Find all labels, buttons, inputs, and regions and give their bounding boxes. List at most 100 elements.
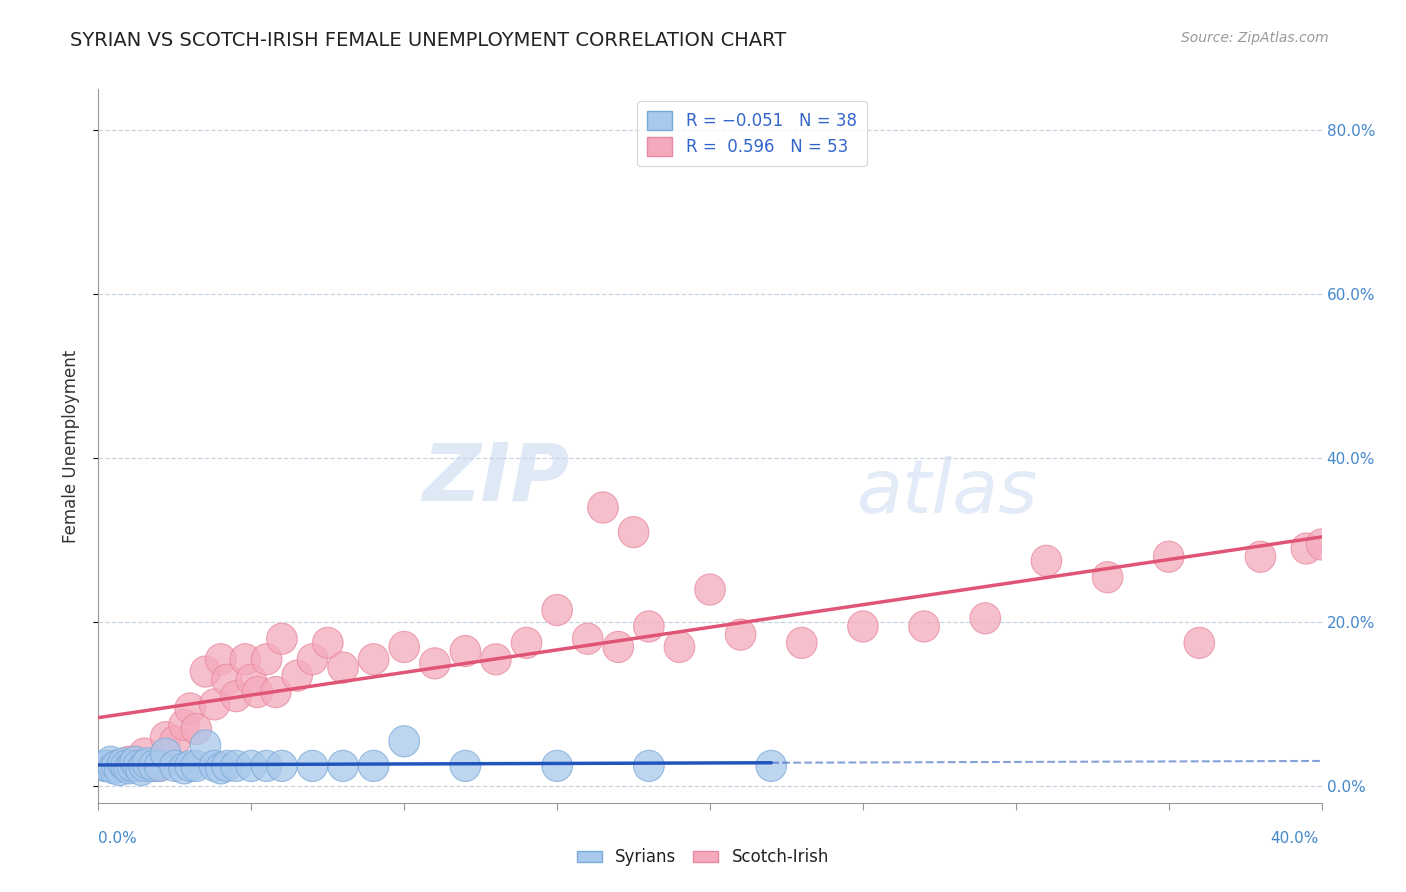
- Ellipse shape: [359, 750, 389, 781]
- Ellipse shape: [150, 738, 181, 769]
- Legend: Syrians, Scotch-Irish: Syrians, Scotch-Irish: [571, 842, 835, 873]
- Ellipse shape: [174, 750, 205, 781]
- Ellipse shape: [252, 750, 281, 781]
- Ellipse shape: [281, 660, 312, 691]
- Ellipse shape: [200, 689, 231, 720]
- Ellipse shape: [160, 726, 190, 757]
- Ellipse shape: [190, 656, 221, 687]
- Ellipse shape: [150, 722, 181, 753]
- Y-axis label: Female Unemployment: Female Unemployment: [62, 350, 80, 542]
- Ellipse shape: [98, 753, 129, 784]
- Ellipse shape: [181, 750, 211, 781]
- Text: atlas: atlas: [856, 457, 1038, 528]
- Ellipse shape: [312, 627, 343, 658]
- Ellipse shape: [419, 648, 450, 679]
- Ellipse shape: [695, 574, 725, 605]
- Ellipse shape: [970, 603, 1001, 634]
- Ellipse shape: [169, 753, 200, 784]
- Ellipse shape: [145, 750, 174, 781]
- Ellipse shape: [236, 750, 267, 781]
- Ellipse shape: [603, 632, 634, 663]
- Ellipse shape: [541, 750, 572, 781]
- Ellipse shape: [145, 750, 174, 781]
- Ellipse shape: [786, 627, 817, 658]
- Ellipse shape: [252, 644, 281, 675]
- Ellipse shape: [132, 747, 163, 779]
- Ellipse shape: [481, 644, 512, 675]
- Ellipse shape: [114, 753, 145, 784]
- Text: Source: ZipAtlas.com: Source: ZipAtlas.com: [1181, 31, 1329, 45]
- Ellipse shape: [450, 635, 481, 666]
- Ellipse shape: [1246, 541, 1275, 573]
- Ellipse shape: [211, 750, 242, 781]
- Ellipse shape: [101, 750, 132, 781]
- Ellipse shape: [129, 750, 160, 781]
- Ellipse shape: [108, 747, 138, 779]
- Text: SYRIAN VS SCOTCH-IRISH FEMALE UNEMPLOYMENT CORRELATION CHART: SYRIAN VS SCOTCH-IRISH FEMALE UNEMPLOYME…: [70, 31, 786, 50]
- Ellipse shape: [242, 676, 273, 707]
- Ellipse shape: [756, 750, 786, 781]
- Ellipse shape: [221, 750, 252, 781]
- Ellipse shape: [664, 632, 695, 663]
- Ellipse shape: [450, 750, 481, 781]
- Ellipse shape: [138, 750, 169, 781]
- Ellipse shape: [267, 624, 297, 655]
- Ellipse shape: [1092, 562, 1123, 593]
- Ellipse shape: [111, 750, 141, 781]
- Ellipse shape: [231, 644, 260, 675]
- Ellipse shape: [572, 624, 603, 655]
- Text: ZIP: ZIP: [422, 439, 569, 517]
- Ellipse shape: [297, 644, 328, 675]
- Ellipse shape: [120, 747, 150, 777]
- Ellipse shape: [1291, 533, 1322, 564]
- Ellipse shape: [1031, 545, 1062, 576]
- Text: 40.0%: 40.0%: [1271, 831, 1319, 846]
- Text: 0.0%: 0.0%: [98, 831, 138, 846]
- Ellipse shape: [205, 753, 236, 784]
- Ellipse shape: [236, 665, 267, 696]
- Ellipse shape: [104, 755, 135, 786]
- Ellipse shape: [127, 755, 156, 786]
- Ellipse shape: [389, 632, 419, 663]
- Ellipse shape: [160, 750, 190, 781]
- Ellipse shape: [211, 665, 242, 696]
- Ellipse shape: [89, 750, 120, 781]
- Ellipse shape: [512, 627, 541, 658]
- Ellipse shape: [117, 750, 148, 781]
- Legend: R = −0.051   N = 38, R =  0.596   N = 53: R = −0.051 N = 38, R = 0.596 N = 53: [637, 101, 868, 166]
- Ellipse shape: [267, 750, 297, 781]
- Ellipse shape: [328, 652, 359, 683]
- Ellipse shape: [181, 714, 211, 745]
- Ellipse shape: [588, 491, 619, 523]
- Ellipse shape: [359, 644, 389, 675]
- Ellipse shape: [120, 750, 150, 781]
- Ellipse shape: [169, 709, 200, 740]
- Ellipse shape: [93, 750, 122, 781]
- Ellipse shape: [96, 747, 127, 777]
- Ellipse shape: [200, 750, 231, 781]
- Ellipse shape: [848, 611, 879, 642]
- Ellipse shape: [138, 750, 169, 781]
- Ellipse shape: [634, 750, 664, 781]
- Ellipse shape: [541, 594, 572, 625]
- Ellipse shape: [174, 693, 205, 724]
- Ellipse shape: [619, 516, 648, 548]
- Ellipse shape: [328, 750, 359, 781]
- Ellipse shape: [122, 750, 153, 781]
- Ellipse shape: [205, 644, 236, 675]
- Ellipse shape: [389, 726, 419, 757]
- Ellipse shape: [114, 747, 145, 777]
- Ellipse shape: [98, 750, 129, 781]
- Ellipse shape: [634, 611, 664, 642]
- Ellipse shape: [1153, 541, 1184, 573]
- Ellipse shape: [260, 676, 291, 707]
- Ellipse shape: [190, 730, 221, 761]
- Ellipse shape: [1306, 529, 1337, 560]
- Ellipse shape: [221, 681, 252, 712]
- Ellipse shape: [908, 611, 939, 642]
- Ellipse shape: [1184, 627, 1215, 658]
- Ellipse shape: [108, 750, 138, 781]
- Ellipse shape: [297, 750, 328, 781]
- Ellipse shape: [725, 619, 756, 650]
- Ellipse shape: [129, 738, 160, 769]
